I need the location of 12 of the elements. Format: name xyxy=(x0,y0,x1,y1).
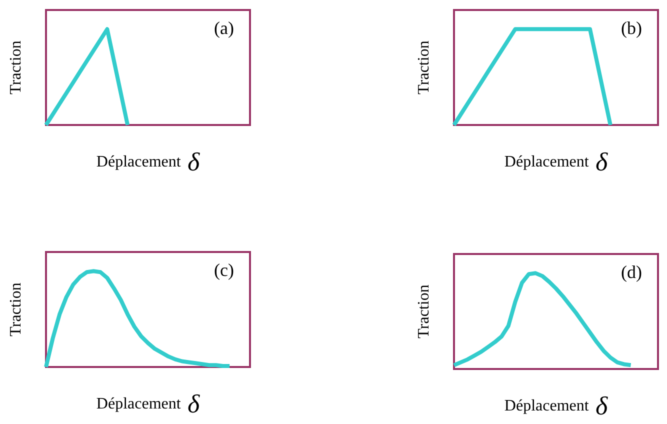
chart-title: (d) xyxy=(621,262,642,282)
y-axis-title: Traction xyxy=(416,284,432,338)
x-axis-title: Déplacement δ xyxy=(504,148,608,176)
chart-title: (c) xyxy=(214,260,234,280)
y-axis-title: Traction xyxy=(8,282,24,336)
x-axis-title: Déplacement δ xyxy=(504,392,608,420)
chart-title: (a) xyxy=(214,18,234,38)
y-axis-title: Traction xyxy=(8,40,24,94)
x-axis-title: Déplacement δ xyxy=(96,148,200,176)
x-axis-title: Déplacement δ xyxy=(96,390,200,418)
chart-title: (b) xyxy=(621,18,642,38)
y-axis-title: Traction xyxy=(416,40,432,94)
